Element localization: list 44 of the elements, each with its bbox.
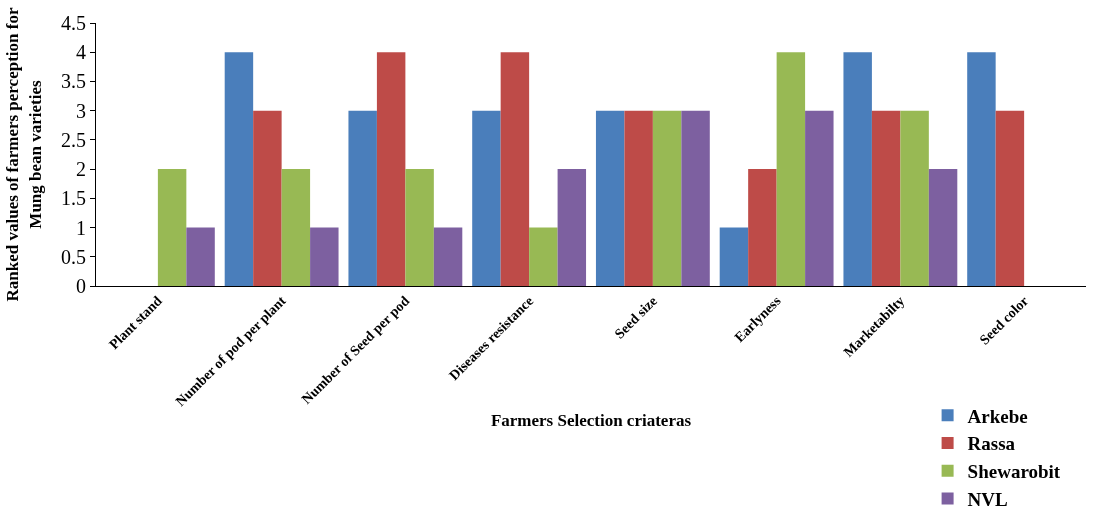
y-tick-label: 2.5 bbox=[61, 128, 86, 151]
y-tick-label: 1 bbox=[76, 216, 86, 239]
bar bbox=[748, 169, 777, 286]
bar bbox=[871, 110, 901, 286]
bar bbox=[557, 169, 587, 286]
bar bbox=[681, 110, 710, 286]
bar bbox=[776, 52, 806, 286]
bar bbox=[376, 52, 406, 286]
bar bbox=[995, 110, 1025, 286]
bar bbox=[405, 169, 434, 286]
bar bbox=[900, 110, 929, 286]
y-axis-title: Ranked values of farmers perception for Mung bean varieties bbox=[3, 7, 45, 302]
bar bbox=[843, 52, 872, 286]
y-tick-label: 4.5 bbox=[61, 12, 86, 34]
y-tick-label: 3 bbox=[76, 99, 86, 122]
bar bbox=[253, 110, 282, 286]
y-tick-label: 3.5 bbox=[61, 70, 86, 93]
bar bbox=[805, 110, 834, 286]
bar bbox=[967, 52, 996, 286]
bar bbox=[281, 169, 311, 286]
bar bbox=[157, 169, 187, 286]
bar bbox=[310, 227, 339, 286]
legend-label: Arkebe bbox=[967, 405, 1028, 427]
bar bbox=[595, 110, 625, 286]
bar bbox=[500, 52, 530, 286]
bar bbox=[928, 169, 958, 286]
bar bbox=[624, 110, 653, 286]
bar bbox=[186, 227, 215, 286]
x-axis-title: Farmers Selection criateras bbox=[490, 410, 692, 430]
bar bbox=[348, 110, 377, 286]
y-tick-label: 0 bbox=[76, 275, 86, 297]
bar bbox=[433, 227, 463, 286]
y-tick-label: 1.5 bbox=[61, 187, 86, 210]
bar bbox=[719, 227, 749, 286]
y-tick-label: 0.5 bbox=[61, 245, 86, 268]
legend-label: NVL bbox=[967, 488, 1008, 510]
y-tick-label: 2 bbox=[76, 158, 86, 181]
bar bbox=[472, 110, 501, 286]
bar bbox=[224, 52, 254, 286]
bar bbox=[529, 227, 558, 286]
bar bbox=[652, 110, 682, 286]
y-tick-label: 4 bbox=[76, 41, 86, 64]
legend-label: Rassa bbox=[967, 433, 1016, 455]
legend-label: Shewarobit bbox=[967, 461, 1061, 483]
